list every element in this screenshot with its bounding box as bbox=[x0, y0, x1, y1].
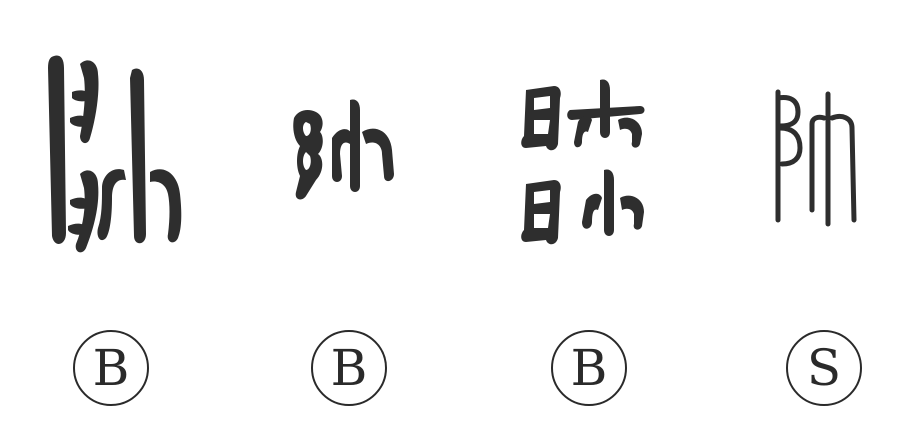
badge-3-letter: B bbox=[570, 339, 608, 397]
badge-4-letter: S bbox=[806, 339, 842, 397]
glyph-4-drawing bbox=[775, 89, 857, 227]
badge-2-letter: B bbox=[330, 339, 368, 397]
glyph-4 bbox=[768, 84, 868, 234]
badge-2: B bbox=[311, 330, 387, 406]
glyph-3-drawing bbox=[521, 79, 645, 245]
glyph-1 bbox=[40, 48, 190, 268]
glyph-3 bbox=[520, 79, 660, 250]
glyph-1-drawing bbox=[48, 55, 182, 253]
badge-4: S bbox=[786, 330, 862, 406]
badge-3: B bbox=[551, 330, 627, 406]
glyph-2 bbox=[286, 96, 406, 216]
glyph-2-drawing bbox=[293, 99, 394, 200]
badge-1-letter: B bbox=[92, 339, 130, 397]
badge-1: B bbox=[73, 330, 149, 406]
